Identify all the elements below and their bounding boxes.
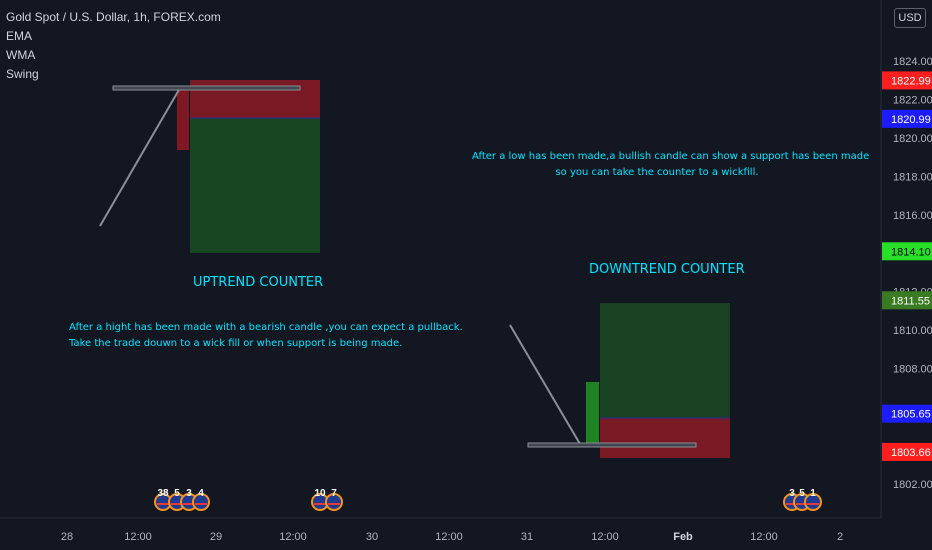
- time-tick-label: 30: [366, 531, 378, 543]
- price-label: 1822.99: [882, 71, 932, 90]
- economic-event-badge[interactable]: 38: [154, 488, 172, 511]
- downtrend-stop-zone: [600, 418, 730, 458]
- flag-stripe: [314, 503, 326, 505]
- price-label-box: [882, 442, 932, 461]
- downtrend-note-line-2: so you can take the counter to a wickfil…: [555, 167, 759, 178]
- flag-stripe: [157, 503, 169, 505]
- economic-event-badge[interactable]: 4: [192, 488, 210, 511]
- event-count-label: 1: [810, 488, 816, 499]
- price-label-text: 1805.65: [891, 409, 931, 421]
- price-label-box: [882, 291, 932, 310]
- price-tick-label: 1810.00: [893, 325, 932, 337]
- price-label-text: 1822.99: [891, 75, 931, 87]
- uptrend-note-line-1: After a hight has been made with a beari…: [69, 322, 463, 333]
- time-tick-label: 12:00: [279, 531, 307, 543]
- time-tick-label: 2: [837, 531, 843, 543]
- downtrend-swing-line[interactable]: [509, 324, 581, 445]
- flag-stripe: [807, 503, 819, 505]
- flag-stripe: [796, 503, 808, 505]
- price-label-box: [882, 404, 932, 423]
- event-count-label: 10: [314, 488, 326, 499]
- price-label-text: 1814.10: [891, 246, 931, 258]
- time-axis[interactable]: 28 12:00 29 12:00 30 12:00 31 12:00 Feb 12:00 2: [61, 531, 843, 543]
- us-flag-icon: [325, 493, 343, 511]
- uptrend-title[interactable]: UPTREND COUNTER: [193, 275, 324, 290]
- time-tick-label: 29: [210, 531, 222, 543]
- downtrend-note-line-1: After a low has been made,a bullish cand…: [472, 151, 870, 162]
- time-tick-label: Feb: [673, 531, 693, 543]
- price-label: 1805.65: [882, 404, 932, 423]
- price-label: 1803.66: [882, 442, 932, 461]
- indicator-wma[interactable]: WMA: [6, 48, 36, 62]
- price-tick-label: 1816.00: [893, 210, 932, 222]
- uptrend-target-zone: [190, 118, 320, 253]
- price-tick-label: 1824.00: [893, 56, 932, 68]
- event-count-label: 4: [198, 488, 204, 499]
- event-count-label: 3: [186, 488, 192, 499]
- price-tick-label: 1818.00: [893, 171, 932, 183]
- price-label-text: 1811.55: [891, 295, 930, 307]
- price-label: 1811.55: [882, 291, 932, 310]
- price-label-box: [882, 109, 932, 128]
- downtrend-wick-level-line[interactable]: [527, 442, 697, 448]
- price-label-text: 1803.66: [891, 447, 931, 459]
- downtrend-title[interactable]: DOWNTREND COUNTER: [589, 262, 745, 277]
- downtrend-signal-candle[interactable]: [586, 382, 599, 444]
- price-label: 1820.99: [882, 109, 932, 128]
- flag-stripe: [171, 503, 183, 505]
- price-label: 1814.10: [882, 242, 932, 261]
- uptrend-note[interactable]: After a hight has been made with a beari…: [69, 320, 463, 352]
- time-tick-label: 28: [61, 531, 73, 543]
- downtrend-position-tool[interactable]: [600, 303, 730, 458]
- time-tick-label: 12:00: [750, 531, 778, 543]
- price-label-box: [882, 71, 932, 90]
- price-tick-label: 1802.00: [893, 479, 932, 491]
- price-labels: 1822.99 1820.99 1814.10 1811.55 1805.65 1803.…: [882, 71, 932, 461]
- uptrend-swing-line[interactable]: [99, 87, 181, 227]
- indicator-ema[interactable]: EMA: [6, 29, 33, 43]
- downtrend-note[interactable]: After a low has been made,a bullish cand…: [472, 149, 870, 181]
- time-tick-label: 12:00: [435, 531, 463, 543]
- price-axis[interactable]: 1824.001822.001820.001818.001816.001812.…: [893, 56, 932, 491]
- flag-stripe: [786, 503, 798, 505]
- flag-stripe: [195, 503, 207, 505]
- currency-button[interactable]: USD: [894, 8, 926, 28]
- event-count-label: 5: [799, 488, 805, 499]
- uptrend-position-tool[interactable]: [190, 80, 320, 253]
- price-label-box: [882, 242, 932, 261]
- economic-event-badges[interactable]: 38 5 3 4 10 7 3 5 1: [154, 488, 822, 511]
- price-tick-label: 1808.00: [893, 364, 932, 376]
- uptrend-signal-candle[interactable]: [177, 88, 189, 150]
- time-tick-label: 31: [521, 531, 533, 543]
- price-tick-label: 1822.00: [893, 94, 932, 106]
- us-flag-icon: [192, 493, 210, 511]
- us-flag-icon: [804, 493, 822, 511]
- chart-legend: Gold Spot / U.S. Dollar, 1h, FOREX.com E…: [6, 8, 221, 84]
- economic-event-badge[interactable]: 7: [325, 488, 343, 511]
- event-count-label: 38: [157, 488, 169, 499]
- indicator-swing[interactable]: Swing: [6, 67, 39, 81]
- event-count-label: 5: [174, 488, 180, 499]
- flag-stripe: [328, 503, 340, 505]
- economic-event-badge[interactable]: 1: [804, 488, 822, 511]
- time-tick-label: 12:00: [124, 531, 152, 543]
- downtrend-target-zone: [600, 303, 730, 418]
- symbol-title[interactable]: Gold Spot / U.S. Dollar, 1h, FOREX.com: [6, 10, 221, 24]
- price-tick-label: 1820.00: [893, 133, 932, 145]
- flag-stripe: [183, 503, 195, 505]
- uptrend-note-line-2: Take the trade douwn to a wick fill or w…: [69, 338, 403, 349]
- event-count-label: 7: [331, 488, 337, 499]
- uptrend-wick-level-line[interactable]: [112, 85, 301, 91]
- time-tick-label: 12:00: [591, 531, 619, 543]
- event-count-label: 3: [789, 488, 795, 499]
- price-label-text: 1820.99: [891, 114, 931, 126]
